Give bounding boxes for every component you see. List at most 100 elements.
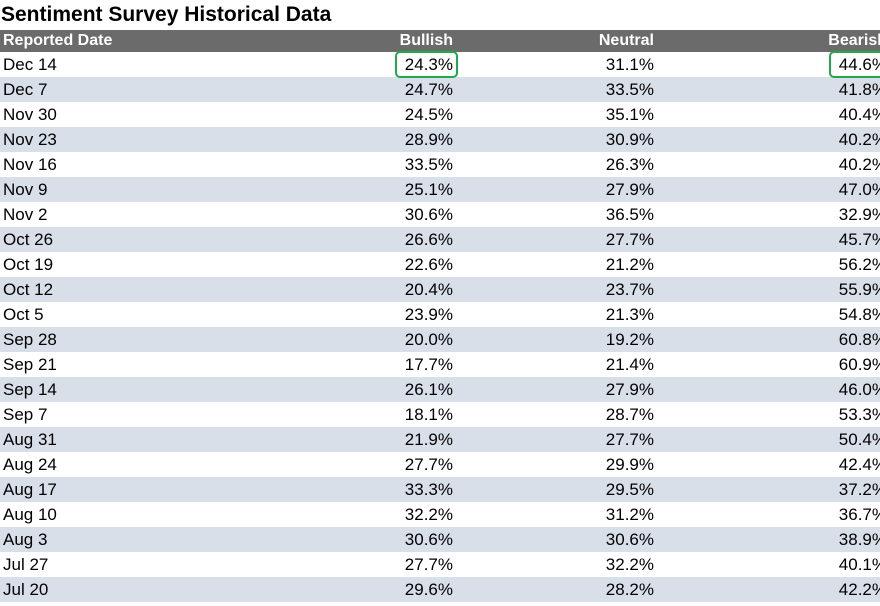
cell-bearish: 37.2% (656, 477, 880, 502)
cell-value: 56.2% (838, 255, 880, 274)
table-row: Oct 26 26.6% 27.7% 45.7% (0, 227, 880, 252)
cell-neutral: 29.9% (455, 452, 656, 477)
table-row: Nov 2 30.6% 36.5% 32.9% (0, 202, 880, 227)
cell-value: 40.4% (838, 105, 880, 124)
cell-reported-date: Nov 23 (0, 127, 273, 152)
cell-neutral: 26.3% (455, 152, 656, 177)
cell-value: 31.1% (605, 55, 654, 74)
cell-value: 27.7% (605, 430, 654, 449)
cell-value: 38.9% (838, 530, 880, 549)
cell-bearish: 45.7% (656, 227, 880, 252)
cell-value: 40.2% (838, 130, 880, 149)
cell-bullish: 32.2% (273, 502, 455, 527)
cell-bearish: 36.7% (656, 502, 880, 527)
cell-reported-date: Dec 14 (0, 52, 273, 77)
cell-value: 46.0% (838, 380, 880, 399)
cell-value: 24.5% (404, 105, 453, 124)
cell-reported-date: Aug 24 (0, 452, 273, 477)
cell-bearish: 40.2% (656, 127, 880, 152)
cell-bullish: 27.7% (273, 552, 455, 577)
cell-value: 36.5% (605, 205, 654, 224)
cell-bullish: 20.4% (273, 277, 455, 302)
cell-reported-date: Sep 14 (0, 377, 273, 402)
cell-value: 24.7% (404, 80, 453, 99)
cell-reported-date: Nov 16 (0, 152, 273, 177)
cell-bearish: 53.3% (656, 402, 880, 427)
table-row: Nov 30 24.5% 35.1% 40.4% (0, 102, 880, 127)
cell-value: Jul 27 (3, 555, 49, 574)
cell-value: 20.4% (404, 280, 453, 299)
table-row: Aug 3 30.6% 30.6% 38.9% (0, 527, 880, 552)
cell-neutral: 23.7% (455, 277, 656, 302)
cell-reported-date: Dec 7 (0, 77, 273, 102)
cell-value: 27.7% (605, 230, 654, 249)
cell-value: 45.7% (838, 230, 880, 249)
cell-reported-date: Oct 5 (0, 302, 273, 327)
highlighted-value: 24.3% (394, 51, 459, 78)
cell-value: Aug 17 (3, 480, 57, 499)
cell-value: 37.2% (838, 480, 880, 499)
cell-bullish: 30.6% (273, 202, 455, 227)
cell-value: 36.7% (838, 505, 880, 524)
cell-value: Nov 9 (3, 180, 48, 199)
cell-value: 27.9% (605, 380, 654, 399)
cell-bullish: 28.9% (273, 127, 455, 152)
cell-bullish: 25.1% (273, 177, 455, 202)
cell-bullish: 33.5% (273, 152, 455, 177)
cell-neutral: 32.2% (455, 552, 656, 577)
cell-bullish: 24.5% (273, 102, 455, 127)
cell-value: 50.4% (838, 430, 880, 449)
table-row: Sep 7 18.1% 28.7% 53.3% (0, 402, 880, 427)
cell-value: Aug 31 (3, 430, 57, 449)
cell-value: 23.7% (605, 280, 654, 299)
cell-reported-date: Aug 10 (0, 502, 273, 527)
table-row: Aug 10 32.2% 31.2% 36.7% (0, 502, 880, 527)
cell-value: 21.9% (404, 430, 453, 449)
cell-value: 30.6% (404, 530, 453, 549)
cell-reported-date: Sep 21 (0, 352, 273, 377)
cell-value: 21.2% (605, 255, 654, 274)
cell-value: 30.6% (605, 530, 654, 549)
table-row: Aug 24 27.7% 29.9% 42.4% (0, 452, 880, 477)
cell-value: 55.9% (838, 280, 880, 299)
header-reported-date: Reported Date (0, 30, 273, 52)
cell-value: Oct 12 (3, 280, 54, 299)
cell-value: 35.1% (605, 105, 654, 124)
cell-value: Sep 28 (3, 330, 57, 349)
cell-neutral: 33.5% (455, 77, 656, 102)
cell-value: Aug 24 (3, 455, 57, 474)
cell-value: 21.3% (605, 305, 654, 324)
cell-value: 29.6% (404, 580, 453, 599)
cell-value: 20.0% (404, 330, 453, 349)
table-row: Jul 27 27.7% 32.2% 40.1% (0, 552, 880, 577)
cell-value: Nov 23 (3, 130, 57, 149)
cell-bullish: 27.7% (273, 452, 455, 477)
table-row: Aug 17 33.3% 29.5% 37.2% (0, 477, 880, 502)
cell-value: 30.6% (404, 205, 453, 224)
cell-neutral: 28.7% (455, 402, 656, 427)
cell-value: 18.1% (404, 405, 453, 424)
cell-value: 53.3% (838, 405, 880, 424)
cell-value: 19.2% (605, 330, 654, 349)
cell-bearish: 32.9% (656, 202, 880, 227)
cell-reported-date: Nov 2 (0, 202, 273, 227)
cell-value: 27.7% (404, 455, 453, 474)
cell-neutral: 35.1% (455, 102, 656, 127)
cell-neutral: 27.9% (455, 177, 656, 202)
cell-value: 27.7% (404, 555, 453, 574)
cell-value: 32.2% (605, 555, 654, 574)
cell-neutral: 31.1% (455, 52, 656, 77)
table-row: Oct 12 20.4% 23.7% 55.9% (0, 277, 880, 302)
cell-neutral: 30.9% (455, 127, 656, 152)
table-row: Sep 14 26.1% 27.9% 46.0% (0, 377, 880, 402)
table-row: Nov 23 28.9% 30.9% 40.2% (0, 127, 880, 152)
cell-value: 32.9% (838, 205, 880, 224)
cell-reported-date: Sep 28 (0, 327, 273, 352)
cell-bullish: 18.1% (273, 402, 455, 427)
table-row: Nov 16 33.5% 26.3% 40.2% (0, 152, 880, 177)
cell-bearish: 41.8% (656, 77, 880, 102)
sentiment-table: Reported Date Bullish Neutral Bearish De… (0, 30, 880, 602)
cell-reported-date: Nov 9 (0, 177, 273, 202)
cell-value: 54.8% (838, 305, 880, 324)
table-row: Jul 20 29.6% 28.2% 42.2% (0, 577, 880, 602)
